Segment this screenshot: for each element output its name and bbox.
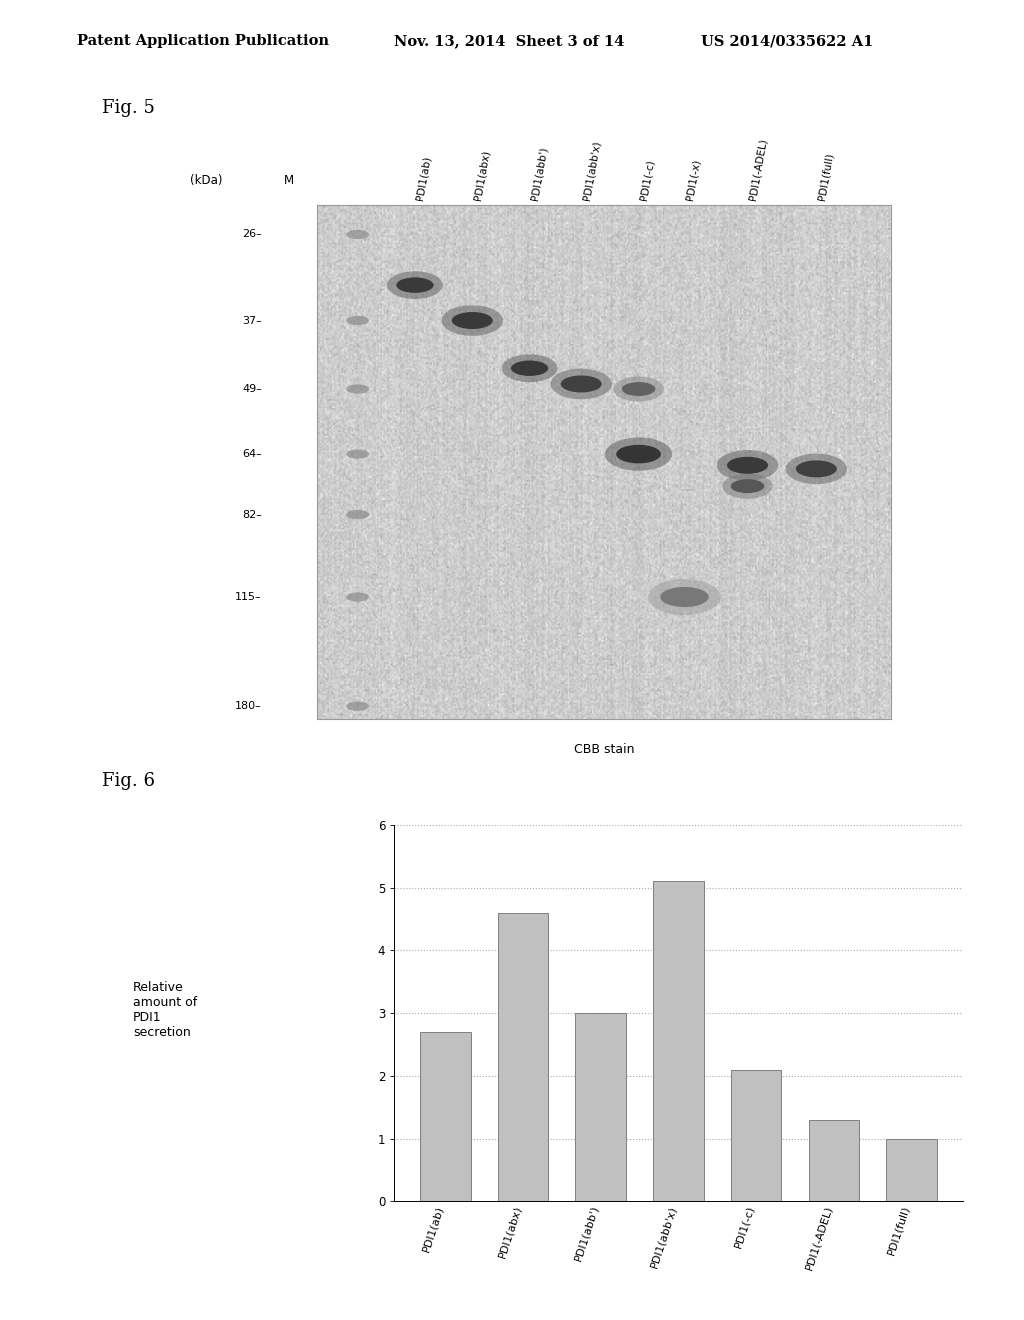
Text: PDI1(abb'x): PDI1(abb'x): [582, 140, 601, 201]
Text: (kDa): (kDa): [190, 174, 222, 186]
Text: 64–: 64–: [242, 449, 262, 459]
Text: PDI1(full): PDI1(full): [816, 152, 835, 201]
Text: Fig. 6: Fig. 6: [102, 772, 156, 791]
Text: Nov. 13, 2014  Sheet 3 of 14: Nov. 13, 2014 Sheet 3 of 14: [394, 34, 625, 49]
Ellipse shape: [346, 510, 369, 519]
Ellipse shape: [561, 375, 602, 392]
Ellipse shape: [722, 474, 773, 499]
Text: Patent Application Publication: Patent Application Publication: [77, 34, 329, 49]
Ellipse shape: [613, 376, 664, 401]
Bar: [886, 1138, 937, 1201]
Ellipse shape: [502, 354, 557, 381]
Text: 180–: 180–: [236, 701, 262, 711]
Bar: [653, 882, 703, 1201]
Ellipse shape: [396, 277, 433, 293]
Text: 26–: 26–: [242, 230, 262, 239]
Ellipse shape: [346, 230, 369, 239]
Bar: [420, 1032, 471, 1201]
Ellipse shape: [796, 461, 837, 478]
Text: CBB stain: CBB stain: [573, 743, 635, 756]
Ellipse shape: [346, 450, 369, 459]
Text: PDI1(-ADEL): PDI1(-ADEL): [748, 137, 768, 201]
Text: PDI1(ab): PDI1(ab): [415, 156, 432, 201]
Text: PDI1(-x): PDI1(-x): [684, 158, 701, 201]
Bar: [809, 1119, 859, 1201]
Ellipse shape: [622, 381, 655, 396]
Text: 115–: 115–: [236, 591, 262, 602]
Ellipse shape: [605, 437, 672, 471]
Text: 49–: 49–: [242, 384, 262, 393]
Text: M: M: [284, 174, 294, 186]
Text: PDI1(abx): PDI1(abx): [472, 149, 490, 201]
Ellipse shape: [346, 702, 369, 711]
Ellipse shape: [511, 360, 548, 376]
Ellipse shape: [731, 479, 764, 494]
Text: Fig. 5: Fig. 5: [102, 99, 156, 117]
Ellipse shape: [785, 454, 847, 484]
Ellipse shape: [660, 587, 709, 607]
Text: PDI1(abb'): PDI1(abb'): [529, 145, 549, 201]
Bar: [498, 913, 548, 1201]
Ellipse shape: [387, 271, 442, 300]
Ellipse shape: [346, 593, 369, 602]
Ellipse shape: [648, 579, 721, 615]
Ellipse shape: [441, 305, 503, 335]
Text: Relative
amount of
PDI1
secretion: Relative amount of PDI1 secretion: [133, 981, 198, 1039]
Ellipse shape: [346, 384, 369, 393]
Text: 82–: 82–: [242, 510, 262, 520]
Text: US 2014/0335622 A1: US 2014/0335622 A1: [701, 34, 873, 49]
Ellipse shape: [616, 445, 660, 463]
Text: 37–: 37–: [242, 315, 262, 326]
Text: PDI1(-c): PDI1(-c): [639, 158, 655, 201]
Bar: [731, 1069, 781, 1201]
Ellipse shape: [717, 450, 778, 480]
Ellipse shape: [452, 312, 493, 329]
Ellipse shape: [727, 457, 768, 474]
Ellipse shape: [551, 368, 612, 399]
Ellipse shape: [346, 315, 369, 325]
Bar: [575, 1014, 626, 1201]
